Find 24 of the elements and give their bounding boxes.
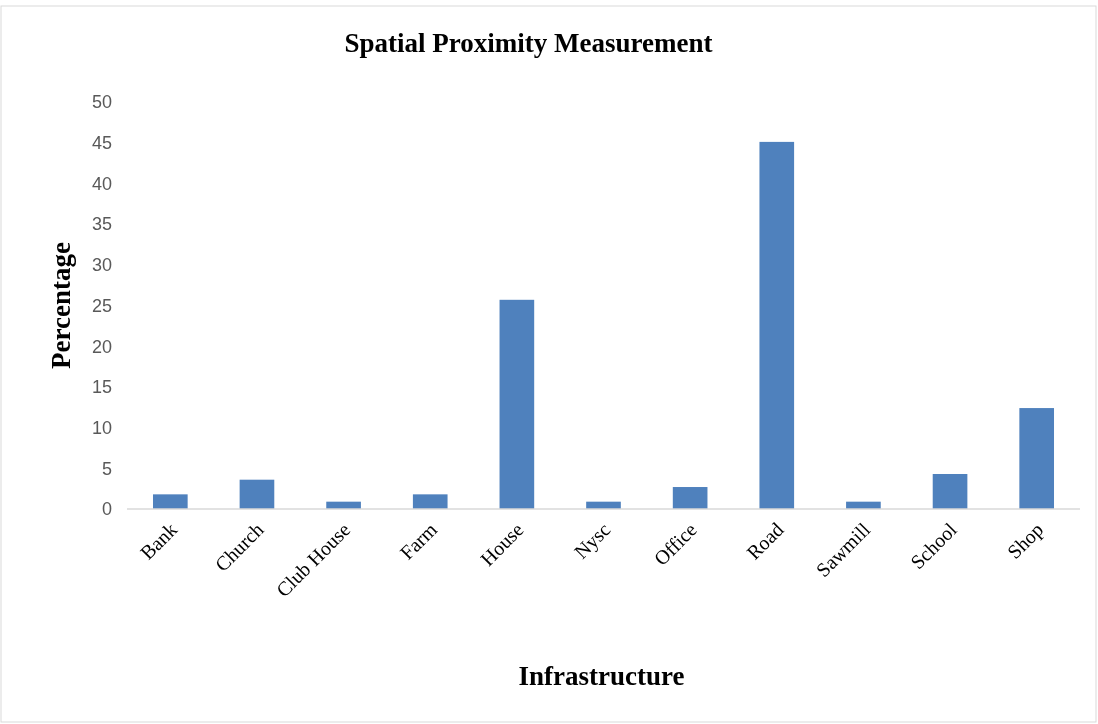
x-tick-label: Farm — [395, 517, 442, 564]
bar — [932, 474, 968, 509]
bar — [412, 494, 448, 509]
y-tick-label: 10 — [91, 417, 112, 438]
bar — [672, 487, 708, 509]
bar — [499, 299, 535, 509]
y-tick-label: 35 — [91, 214, 112, 235]
bar — [759, 141, 795, 509]
x-axis-title: Infrastructure — [518, 661, 685, 691]
bar — [1019, 408, 1054, 509]
y-tick-label: 45 — [91, 133, 112, 153]
chart-title: Spatial Proximity Measurement — [344, 28, 713, 58]
y-tick-label: 20 — [91, 336, 112, 357]
y-tick-label: 0 — [101, 499, 112, 520]
bar — [239, 479, 275, 509]
x-tick-label: Shop — [1002, 518, 1049, 564]
bar — [152, 494, 188, 509]
y-tick-label: 25 — [91, 295, 112, 316]
y-tick-label: 30 — [91, 255, 112, 276]
y-tick-label: 50 — [91, 92, 112, 113]
y-axis-title: Percentage — [46, 242, 76, 369]
y-tick-label: 5 — [101, 458, 112, 479]
y-tick-label: 40 — [91, 173, 112, 194]
y-tick-label: 15 — [91, 377, 112, 398]
